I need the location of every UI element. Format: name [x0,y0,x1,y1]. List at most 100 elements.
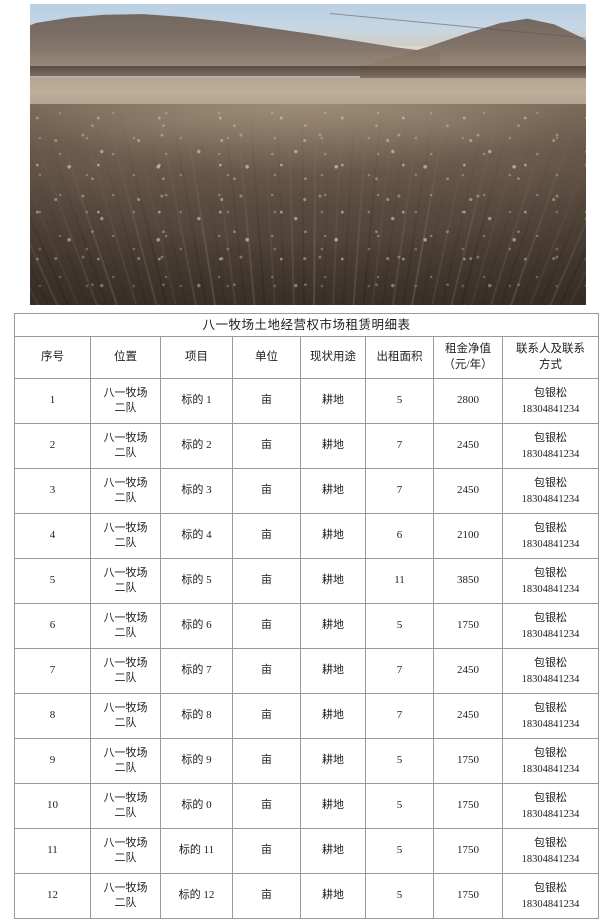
location-line1: 八一牧场 [103,611,148,624]
cell-contact: 包银松 18304841234 [501,648,600,695]
table-row: 1 八一牧场 二队 标的 1 亩耕地 5 2800 包银松 18304841234 [14,378,600,425]
cell-location: 八一牧场 二队 [90,783,161,830]
contact-phone: 18304841234 [521,538,580,550]
cell-rent: 2450 [433,423,503,470]
cell-current-use: 耕地 [300,378,366,425]
cell-contact: 包银松 18304841234 [501,828,600,875]
cell-lease-area: 5 [365,828,434,875]
cell-contact: 包银松 18304841234 [501,378,600,425]
cell-index: 1 [14,378,91,425]
location-line1: 八一牧场 [103,656,148,669]
cell-contact: 包银松 18304841234 [501,603,600,650]
contact-name: 包银松 [534,747,567,759]
cell-index: 6 [14,603,91,650]
cell-contact: 包银松 18304841234 [501,468,600,515]
cell-contact: 包银松 18304841234 [501,783,600,830]
location-line1: 八一牧场 [103,431,148,444]
contact-name: 包银松 [534,657,567,669]
table-row: 11 八一牧场 二队 标的 11 亩耕地 5 1750 包银松 18304841234 [14,828,600,875]
contact-name: 包银松 [534,882,567,894]
table-row: 7 八一牧场 二队 标的 7 亩耕地 7 2450 包银松 18304841234 [14,648,600,695]
location-line2: 二队 [114,537,137,550]
cell-unit: 亩 [232,603,301,650]
location-line2: 二队 [114,447,137,460]
lease-detail-table-wrap: 八一牧场土地经营权市场租赁明细表 序号 位置 项目 单位 现状用途 出租面积 租… [13,312,600,920]
rent-header-line1: 租金净值 [445,343,491,356]
contact-phone: 18304841234 [521,853,580,865]
cell-rent: 2450 [433,648,503,695]
contact-phone: 18304841234 [521,448,580,460]
cell-current-use: 耕地 [300,783,366,830]
cell-item: 标的 11 [160,828,233,875]
rent-header-line2: （元/年） [443,358,493,371]
cell-item: 标的 0 [160,783,233,830]
cell-unit: 亩 [232,648,301,695]
contact-phone: 18304841234 [521,673,580,685]
cell-rent: 1750 [433,873,503,920]
cell-lease-area: 11 [365,558,434,605]
soil-straw-texture [30,104,586,305]
cell-unit: 亩 [232,378,301,425]
cell-lease-area: 5 [365,873,434,920]
cell-item: 标的 2 [160,423,233,470]
location-line2: 二队 [114,582,137,595]
cell-lease-area: 6 [365,513,434,560]
column-header-index: 序号 [14,336,91,380]
cell-rent: 1750 [433,603,503,650]
location-line2: 二队 [114,492,137,505]
column-header-contact: 联系人及联系 方式 [501,336,600,380]
cell-index: 5 [14,558,91,605]
cell-item: 标的 7 [160,648,233,695]
cell-unit: 亩 [232,468,301,515]
cell-item: 标的 4 [160,513,233,560]
cell-index: 12 [14,873,91,920]
cell-index: 8 [14,693,91,740]
cell-rent: 1750 [433,828,503,875]
cell-current-use: 耕地 [300,693,366,740]
cell-current-use: 耕地 [300,828,366,875]
table-row: 2 八一牧场 二队 标的 2 亩耕地 7 2450 包银松 18304841234 [14,423,600,470]
cell-unit: 亩 [232,828,301,875]
table-row: 6 八一牧场 二队 标的 6 亩耕地 5 1750 包银松 18304841234 [14,603,600,650]
cell-contact: 包银松 18304841234 [501,873,600,920]
cell-location: 八一牧场 二队 [90,558,161,605]
cell-rent: 2100 [433,513,503,560]
location-line2: 二队 [114,807,137,820]
table-row: 5 八一牧场 二队 标的 5 亩耕地 11 3850 包银松 18304841234 [14,558,600,605]
contact-name: 包银松 [534,837,567,849]
location-line1: 八一牧场 [103,386,148,399]
cell-contact: 包银松 18304841234 [501,513,600,560]
contact-phone: 18304841234 [521,898,580,910]
cell-current-use: 耕地 [300,513,366,560]
location-line2: 二队 [114,672,137,685]
cell-rent: 2450 [433,693,503,740]
cell-item: 标的 9 [160,738,233,785]
cell-current-use: 耕地 [300,468,366,515]
cell-location: 八一牧场 二队 [90,873,161,920]
cell-current-use: 耕地 [300,423,366,470]
cell-item: 标的 3 [160,468,233,515]
cell-location: 八一牧场 二队 [90,648,161,695]
table-row: 3 八一牧场 二队 标的 3 亩耕地 7 2450 包银松 18304841234 [14,468,600,515]
cell-location: 八一牧场 二队 [90,828,161,875]
cell-unit: 亩 [232,423,301,470]
table-title: 八一牧场土地经营权市场租赁明细表 [13,312,600,338]
table-row: 8 八一牧场 二队 标的 8 亩耕地 7 2450 包银松 18304841234 [14,693,600,740]
contact-name: 包银松 [534,702,567,714]
location-line1: 八一牧场 [103,476,148,489]
location-line1: 八一牧场 [103,881,148,894]
cell-index: 11 [14,828,91,875]
table-title-row: 八一牧场土地经营权市场租赁明细表 [13,312,600,338]
cell-item: 标的 1 [160,378,233,425]
cell-unit: 亩 [232,783,301,830]
location-line2: 二队 [114,717,137,730]
cell-contact: 包银松 18304841234 [501,738,600,785]
table-row: 9 八一牧场 二队 标的 9 亩耕地 5 1750 包银松 18304841234 [14,738,600,785]
cell-contact: 包银松 18304841234 [501,693,600,740]
location-line2: 二队 [114,852,137,865]
column-header-current-use: 现状用途 [300,336,366,380]
location-line2: 二队 [114,762,137,775]
cell-location: 八一牧场 二队 [90,513,161,560]
cell-unit: 亩 [232,693,301,740]
cell-location: 八一牧场 二队 [90,603,161,650]
